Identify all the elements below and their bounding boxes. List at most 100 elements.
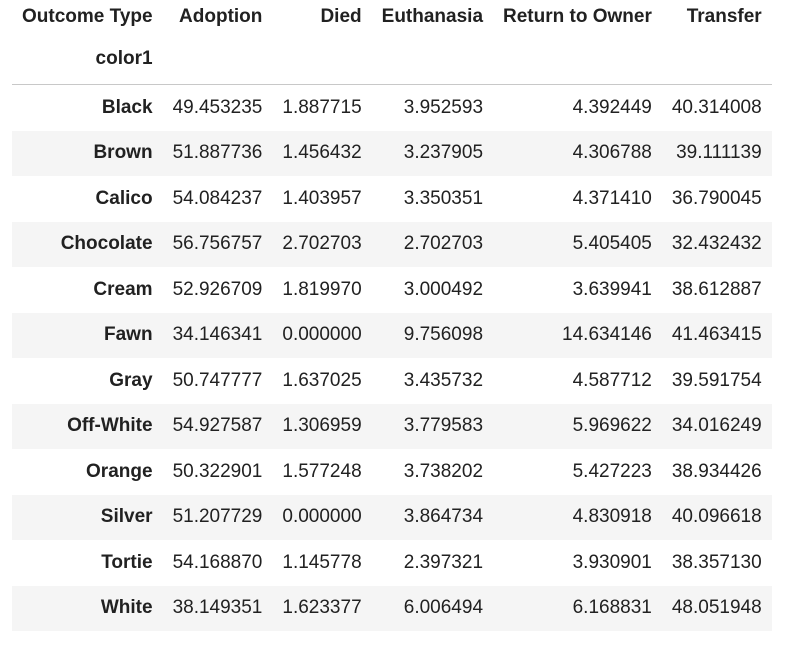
column-header: Transfer (686, 5, 762, 27)
table-cell: 39.111139 (676, 142, 762, 164)
dataframe-output: Outcome Type Adoption Died Euthanasia Re… (12, 0, 772, 631)
table-cell: 56.756757 (172, 233, 263, 255)
table-cell: 6.168831 (572, 597, 652, 619)
table-cell: 2.702703 (282, 233, 362, 255)
table-cell: 4.392449 (572, 96, 652, 118)
table-cell: 1.456432 (282, 142, 362, 164)
table-cell: 1.637025 (282, 369, 362, 391)
table-cell: 52.926709 (172, 278, 263, 300)
table-row: Gray 50.747777 1.637025 3.435732 4.587712 39.… (12, 358, 772, 404)
table-cell: 4.371410 (572, 187, 652, 209)
table-cell: 9.756098 (403, 324, 484, 346)
table-cell: 5.969622 (572, 415, 652, 437)
table-cell: 51.207729 (172, 506, 263, 528)
table-row: Brown 51.887736 1.456432 3.237905 4.306788 39… (12, 130, 772, 176)
row-index-label: Orange (86, 460, 153, 482)
table-cell: 50.322901 (172, 460, 263, 482)
table-body: Black 49.453235 1.887715 3.952593 4.392449 40… (12, 85, 772, 631)
table-cell: 54.927587 (172, 415, 263, 437)
table-cell: 50.747777 (172, 369, 263, 391)
table-row: Chocolate 56.756757 2.702703 2.702703 5.4054… (12, 221, 772, 267)
table-cell: 34.016249 (671, 415, 762, 437)
empty-header-cell (372, 33, 493, 85)
table-cell: 1.623377 (282, 597, 362, 619)
table-cell: 54.084237 (172, 187, 263, 209)
table-cell: 34.146341 (172, 324, 263, 346)
row-index-label: Brown (93, 142, 153, 164)
table-cell: 3.350351 (403, 187, 484, 209)
table-header: Outcome Type Adoption Died Euthanasia Re… (12, 0, 772, 85)
table-row: Fawn 34.146341 0.000000 9.756098 14.634146 41… (12, 312, 772, 358)
column-header: Adoption (179, 5, 263, 27)
table-cell: 3.000492 (403, 278, 484, 300)
empty-header-cell (163, 33, 273, 85)
table-row: Calico 54.084237 1.403957 3.350351 4.371410 3… (12, 176, 772, 222)
dataframe-table: Outcome Type Adoption Died Euthanasia Re… (12, 0, 772, 631)
table-cell: 4.830918 (572, 506, 652, 528)
table-cell: 40.096618 (671, 506, 762, 528)
column-header: Euthanasia (381, 5, 484, 27)
column-header: Died (320, 5, 362, 27)
table-cell: 1.577248 (282, 460, 362, 482)
empty-header-cell (662, 33, 772, 85)
empty-header-cell (272, 33, 371, 85)
index-name-label: color1 (95, 47, 153, 69)
table-row: Cream 52.926709 1.819970 3.000492 3.639941 38… (12, 267, 772, 313)
row-index-label: Black (101, 96, 153, 118)
empty-header-cell (493, 33, 662, 85)
table-cell: 48.051948 (671, 597, 762, 619)
table-cell: 38.934426 (671, 460, 762, 482)
table-cell: 4.587712 (572, 369, 652, 391)
table-cell: 3.237905 (403, 142, 484, 164)
table-cell: 38.612887 (671, 278, 762, 300)
table-row: Off-White 54.927587 1.306959 3.779583 5.9696… (12, 403, 772, 449)
table-row: Tortie 54.168870 1.145778 2.397321 3.930901 3… (12, 540, 772, 586)
table-cell: 3.435732 (403, 369, 484, 391)
table-cell: 3.952593 (403, 96, 484, 118)
table-row: Black 49.453235 1.887715 3.952593 4.392449 40… (12, 85, 772, 131)
table-cell: 0.000000 (282, 506, 362, 528)
table-cell: 51.887736 (172, 142, 263, 164)
row-index-label: Silver (100, 506, 153, 528)
table-cell: 1.887715 (282, 96, 362, 118)
row-index-label: Fawn (104, 324, 153, 346)
table-cell: 49.453235 (172, 96, 263, 118)
table-cell: 38.149351 (172, 597, 263, 619)
table-row: Orange 50.322901 1.577248 3.738202 5.427223 3… (12, 449, 772, 495)
column-header: Return to Owner (503, 5, 652, 27)
index-name-row: color1 (12, 33, 772, 85)
table-cell: 2.702703 (403, 233, 484, 255)
table-cell: 2.397321 (403, 551, 484, 573)
table-cell: 32.432432 (671, 233, 762, 255)
table-cell: 54.168870 (172, 551, 263, 573)
row-index-label: Calico (95, 187, 153, 209)
table-cell: 3.864734 (403, 506, 484, 528)
table-cell: 14.634146 (562, 324, 652, 346)
column-header-row: Outcome Type Adoption Died Euthanasia Re… (12, 0, 772, 33)
row-index-label: Tortie (101, 551, 153, 573)
columns-name-label: Outcome Type (22, 5, 153, 27)
table-cell: 5.427223 (572, 460, 652, 482)
table-cell: 3.930901 (572, 551, 652, 573)
row-index-label: Gray (109, 369, 153, 391)
table-row: Silver 51.207729 0.000000 3.864734 4.830918 4… (12, 494, 772, 540)
table-cell: 6.006494 (403, 597, 484, 619)
row-index-label: Cream (93, 278, 153, 300)
table-cell: 36.790045 (671, 187, 762, 209)
table-cell: 3.639941 (572, 278, 652, 300)
table-cell: 1.819970 (282, 278, 362, 300)
table-cell: 1.145778 (282, 551, 362, 573)
table-row: White 38.149351 1.623377 6.006494 6.168831 48… (12, 585, 772, 631)
table-cell: 4.306788 (572, 142, 652, 164)
table-cell: 3.738202 (403, 460, 484, 482)
table-cell: 38.357130 (671, 551, 762, 573)
table-cell: 40.314008 (671, 96, 762, 118)
table-cell: 39.591754 (671, 369, 762, 391)
table-cell: 41.463415 (671, 324, 762, 346)
row-index-label: Off-White (67, 415, 153, 437)
row-index-label: Chocolate (60, 233, 153, 255)
table-cell: 3.779583 (403, 415, 484, 437)
table-cell: 1.306959 (282, 415, 362, 437)
row-index-label: White (100, 597, 153, 619)
table-cell: 0.000000 (282, 324, 362, 346)
